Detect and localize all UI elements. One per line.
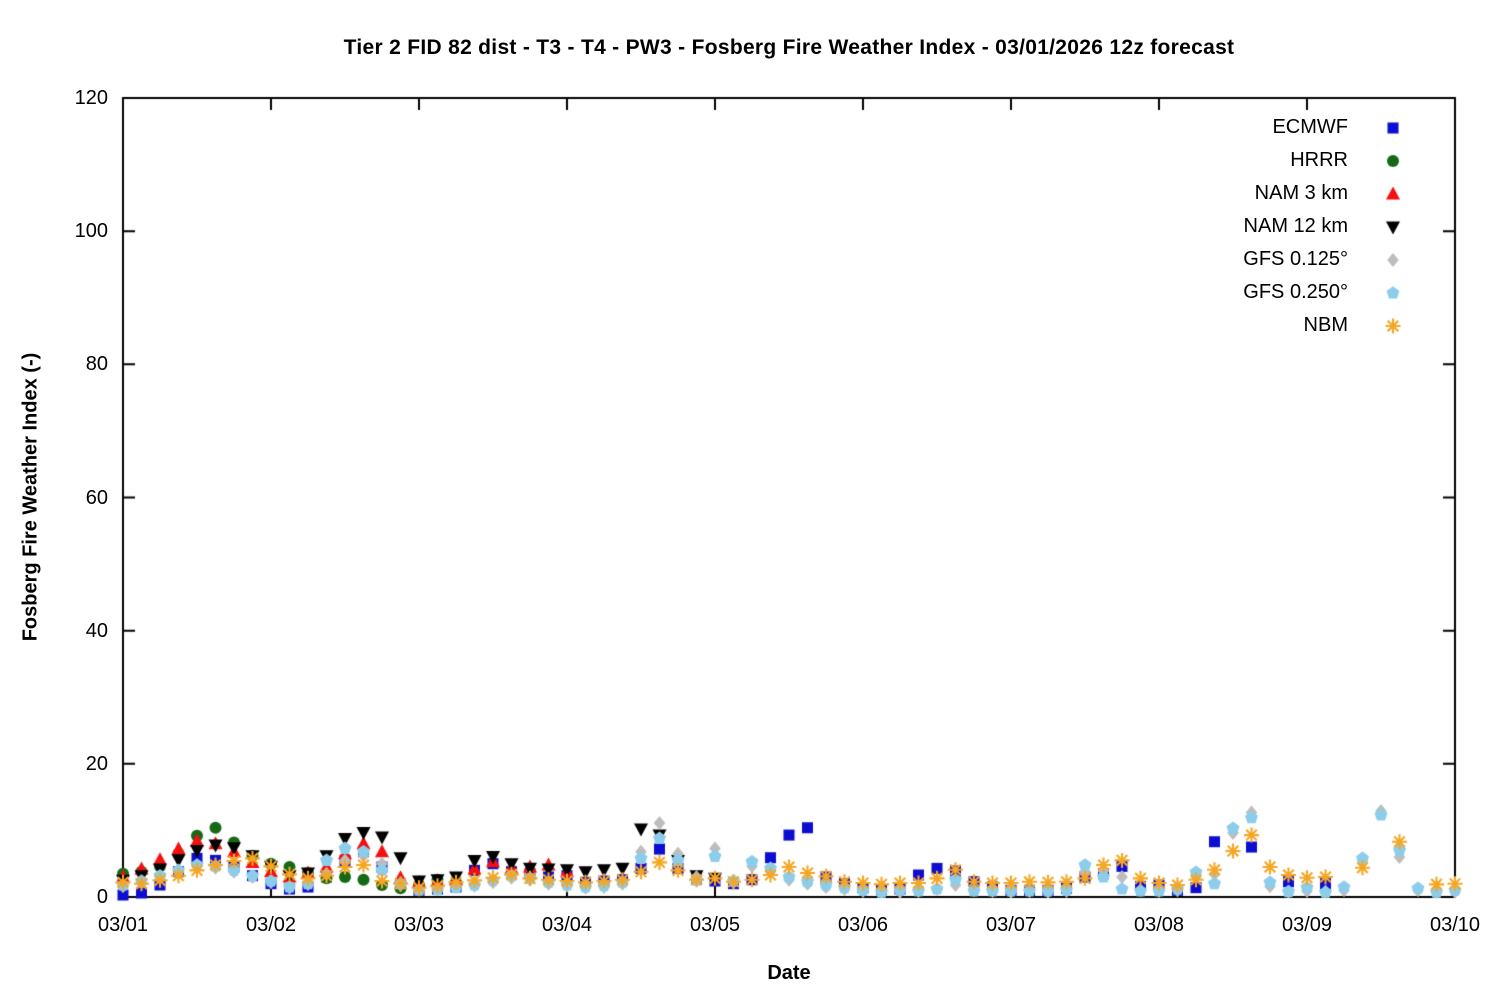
- x-tick-label: 03/02: [245, 914, 297, 936]
- legend-item-hrrr: HRRR: [1243, 144, 1406, 177]
- legend-label-hrrr: HRRR: [1290, 149, 1348, 171]
- y-tick-label: 60: [85, 486, 108, 509]
- y-tick-label: 20: [85, 752, 108, 775]
- asterisk-marker-icon: [1380, 312, 1406, 339]
- x-tick-label: 03/01: [97, 914, 149, 936]
- x-axis-label: Date: [767, 962, 811, 984]
- legend-item-gfs-0-125: GFS 0.125°: [1243, 243, 1406, 276]
- x-tick-label: 03/04: [541, 914, 593, 936]
- legend-label-nam-3-km: NAM 3 km: [1254, 182, 1348, 204]
- y-tick-label: 80: [85, 353, 108, 376]
- legend-item-ecmwf: ECMWF: [1243, 111, 1406, 144]
- y-tick-label: 100: [74, 220, 108, 243]
- legend-label-nam-12-km: NAM 12 km: [1243, 215, 1348, 237]
- legend: ECMWF HRRR NAM 3 km NAM 12 km GFS 0.125° GFS …: [1243, 111, 1406, 342]
- y-tick-label: 0: [96, 886, 108, 908]
- triangle-down-marker-icon: [1380, 213, 1406, 240]
- legend-item-nam-12-km: NAM 12 km: [1243, 210, 1406, 243]
- x-tick-label: 03/07: [985, 914, 1037, 936]
- diamond-marker-icon: [1380, 246, 1406, 273]
- x-tick-label: 03/08: [1133, 914, 1185, 936]
- square-marker-icon: [1380, 114, 1406, 141]
- x-tick-label: 03/05: [689, 914, 741, 936]
- legend-label-nbm: NBM: [1303, 314, 1348, 336]
- legend-item-nam-3-km: NAM 3 km: [1243, 177, 1406, 210]
- x-tick-label: 03/09: [1281, 914, 1333, 936]
- pentagon-marker-icon: [1380, 279, 1406, 306]
- legend-item-gfs-0-250: GFS 0.250°: [1243, 276, 1406, 309]
- legend-label-gfs-0-125: GFS 0.125°: [1243, 248, 1348, 270]
- y-tick-label: 120: [74, 87, 108, 109]
- legend-label-ecmwf: ECMWF: [1272, 116, 1348, 138]
- legend-item-nbm: NBM: [1243, 309, 1406, 342]
- triangle-up-marker-icon: [1380, 180, 1406, 207]
- x-tick-label: 03/03: [393, 914, 445, 936]
- legend-label-gfs-0-250: GFS 0.250°: [1243, 281, 1348, 303]
- x-tick-label: 03/06: [837, 914, 889, 936]
- x-tick-label: 03/10: [1429, 914, 1481, 936]
- y-tick-label: 40: [85, 619, 108, 642]
- circle-marker-icon: [1380, 147, 1406, 174]
